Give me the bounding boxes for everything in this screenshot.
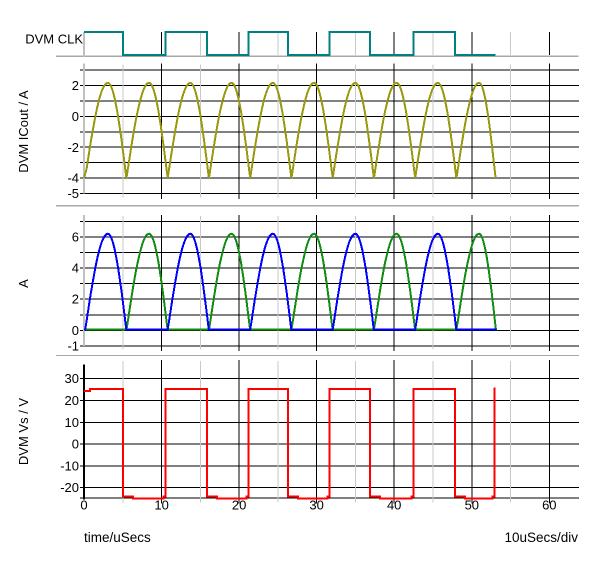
svg-text:30: 30 [65,371,79,386]
svg-text:40: 40 [387,497,401,512]
svg-text:10uSecs/div: 10uSecs/div [504,530,578,545]
svg-text:DVM ICout / A: DVM ICout / A [16,90,31,173]
svg-text:6: 6 [72,229,79,244]
svg-text:2: 2 [72,292,79,307]
svg-text:A: A [16,279,31,288]
svg-text:-5: -5 [67,186,79,201]
svg-text:-1: -1 [67,338,79,353]
svg-text:20: 20 [65,393,79,408]
svg-text:DVM CLK: DVM CLK [25,32,83,47]
svg-text:20: 20 [232,497,246,512]
svg-text:60: 60 [542,497,556,512]
svg-text:0: 0 [72,437,79,452]
svg-text:-4: -4 [67,171,79,186]
svg-text:DVM Vs / V: DVM Vs / V [16,398,31,466]
svg-text:-20: -20 [60,480,79,495]
svg-text:4: 4 [72,261,79,276]
svg-text:0: 0 [80,497,87,512]
svg-text:10: 10 [154,497,168,512]
svg-text:0: 0 [72,323,79,338]
svg-text:-10: -10 [60,458,79,473]
svg-text:50: 50 [465,497,479,512]
svg-text:0: 0 [72,109,79,124]
svg-text:-2: -2 [67,140,79,155]
svg-text:2: 2 [72,78,79,93]
svg-text:10: 10 [65,415,79,430]
svg-text:30: 30 [309,497,323,512]
svg-text:time/uSecs: time/uSecs [84,530,151,545]
